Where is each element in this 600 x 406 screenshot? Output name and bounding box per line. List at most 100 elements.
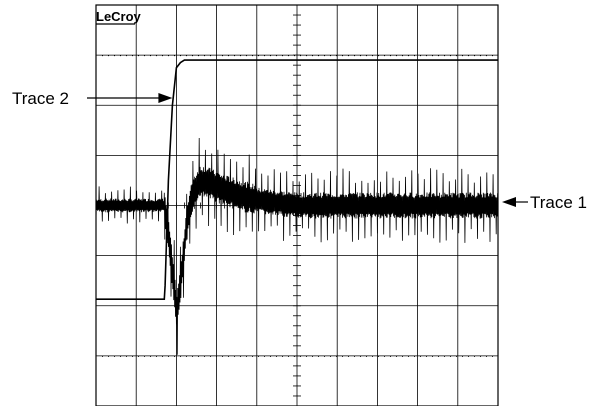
reference-dot (162, 55, 163, 57)
reference-dot (120, 55, 121, 57)
reference-dot (462, 355, 463, 357)
trace-2-line (96, 59, 498, 300)
reference-dot (204, 55, 205, 57)
reference-dot (192, 355, 193, 357)
reference-dot (168, 355, 169, 357)
reference-dot (246, 55, 247, 57)
reference-dot (264, 355, 265, 357)
reference-dot (300, 355, 301, 357)
reference-dot (378, 355, 379, 357)
reference-dot (468, 355, 469, 357)
reference-dot (102, 355, 103, 357)
reference-dot (426, 355, 427, 357)
reference-dot (150, 355, 151, 357)
reference-dot (132, 55, 133, 57)
reference-dot (354, 55, 355, 57)
reference-dot (288, 355, 289, 357)
reference-dot (480, 55, 481, 57)
reference-dot (384, 55, 385, 57)
reference-dot (450, 355, 451, 357)
reference-dot (234, 55, 235, 57)
reference-dot (258, 55, 259, 57)
reference-dot (114, 55, 115, 57)
reference-dot (264, 55, 265, 57)
reference-dot (234, 355, 235, 357)
reference-dot (330, 355, 331, 357)
reference-dot (216, 55, 217, 57)
reference-dot (372, 55, 373, 57)
reference-dot (150, 55, 151, 57)
reference-dot (360, 355, 361, 357)
reference-dot (444, 55, 445, 57)
reference-dot (270, 55, 271, 57)
reference-dot (174, 355, 175, 357)
reference-dot (180, 55, 181, 57)
reference-dot (198, 355, 199, 357)
reference-dot (348, 355, 349, 357)
trace-1-line (95, 137, 499, 355)
reference-dot (438, 55, 439, 57)
reference-dot (372, 355, 373, 357)
reference-dot (336, 355, 337, 357)
reference-dot (306, 355, 307, 357)
trace-2-arrowhead (158, 93, 173, 103)
reference-dot (318, 55, 319, 57)
traces (95, 59, 499, 355)
reference-dot (414, 55, 415, 57)
reference-dot (102, 55, 103, 57)
reference-dot (108, 355, 109, 357)
reference-dot (120, 355, 121, 357)
reference-dot (186, 355, 187, 357)
reference-dot (456, 55, 457, 57)
reference-dot (144, 355, 145, 357)
reference-dot (312, 355, 313, 357)
reference-dot (318, 355, 319, 357)
reference-dot (444, 355, 445, 357)
reference-dot (480, 355, 481, 357)
reference-dot (138, 355, 139, 357)
reference-dot (360, 55, 361, 57)
reference-dot (330, 55, 331, 57)
reference-dot (240, 355, 241, 357)
reference-dot (228, 55, 229, 57)
reference-dot (354, 355, 355, 357)
reference-dot (204, 355, 205, 357)
reference-dot (276, 55, 277, 57)
reference-dot (216, 355, 217, 357)
reference-dot (192, 55, 193, 57)
reference-dot (144, 55, 145, 57)
reference-dot (342, 55, 343, 57)
reference-dot (240, 55, 241, 57)
reference-dot (426, 55, 427, 57)
reference-dot (162, 355, 163, 357)
annotation-trace-2-label: Trace 2 (12, 89, 69, 108)
reference-dot (222, 355, 223, 357)
reference-dot (474, 55, 475, 57)
reference-dot (456, 355, 457, 357)
reference-dot (288, 55, 289, 57)
reference-dot (132, 355, 133, 357)
reference-dot (324, 55, 325, 57)
reference-dot (420, 55, 421, 57)
reference-dot (114, 355, 115, 357)
reference-dot (312, 55, 313, 57)
reference-dot (450, 55, 451, 57)
reference-dot (432, 55, 433, 57)
reference-dot (276, 355, 277, 357)
reference-dot (294, 55, 295, 57)
reference-dot (462, 55, 463, 57)
reference-dot (336, 55, 337, 57)
reference-dot (156, 355, 157, 357)
reference-dot (306, 55, 307, 57)
reference-dot (210, 355, 211, 357)
reference-dot (486, 355, 487, 357)
trace-1-arrowhead (502, 197, 516, 207)
reference-dot (300, 55, 301, 57)
reference-dot (396, 55, 397, 57)
reference-dot (198, 55, 199, 57)
reference-dot (396, 355, 397, 357)
reference-dot (294, 355, 295, 357)
reference-dot (270, 355, 271, 357)
reference-dot (438, 355, 439, 357)
